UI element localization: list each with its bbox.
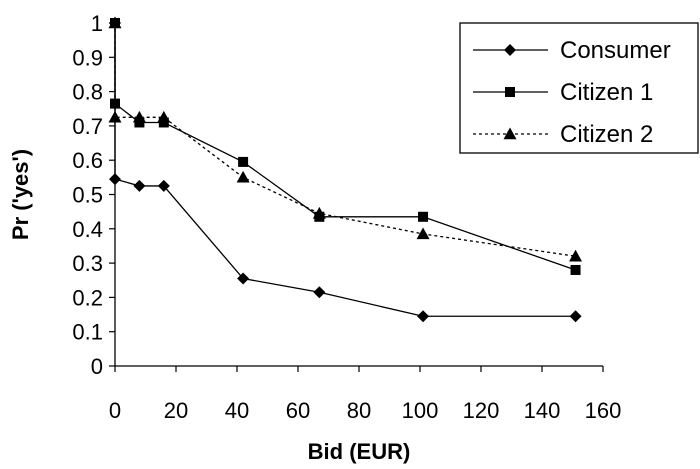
data-point-consumer [157,179,170,192]
x-tick-label: 60 [286,398,310,423]
y-tick-label: 0.5 [72,183,103,208]
data-point-citizen-2 [108,110,122,123]
y-tick-label: 0.8 [72,80,103,105]
series-line-citizen-2 [114,23,576,257]
x-tick-label: 80 [347,398,371,423]
data-point-citizen-1 [238,156,249,167]
legend-label-consumer: Consumer [560,37,671,64]
data-point-citizen-1 [570,264,581,275]
y-axis-title: Pr ('yes') [8,149,33,240]
chart-series [108,16,583,323]
y-tick-label: 0.3 [72,251,103,276]
x-tick-label: 40 [225,398,249,423]
x-tick-label: 20 [164,398,188,423]
legend-marker-citizen-2 [503,127,517,140]
legend-box [459,22,699,154]
y-tick-label: 0.2 [72,285,103,310]
data-point-consumer [237,272,250,285]
x-tick-label: 160 [585,398,622,423]
data-point-citizen-1 [418,211,429,222]
legend-label-citizen-1: Citizen 1 [560,79,653,106]
data-point-citizen-2 [569,249,583,262]
legend-label-citizen-2: Citizen 2 [560,121,653,148]
y-tick-label: 0 [91,354,103,379]
y-tick-label: 0.6 [72,148,103,173]
series-citizen-2 [108,16,583,262]
x-tick-label: 100 [402,398,439,423]
y-tick-label: 0.1 [72,320,103,345]
data-point-citizen-2 [312,206,326,219]
data-point-citizen-2 [236,170,250,183]
legend-marker-consumer [504,44,516,56]
data-point-consumer [133,179,146,192]
x-tick-label: 140 [524,398,561,423]
y-tick-label: 1 [91,11,103,36]
chart-legend: Consumer Citizen 1 Citizen 2 [459,22,699,154]
data-point-consumer [109,173,121,186]
x-tick-label: 120 [463,398,500,423]
data-point-citizen-2 [416,227,430,240]
data-point-consumer [417,310,430,323]
data-point-citizen-2 [157,110,171,123]
chart-axes: 0 0.1 0.2 0.3 0.4 0.5 0.6 0.7 0.8 0.9 1 0 20 40 60 80 10… [72,11,621,423]
x-tick-label: 0 [109,398,121,423]
x-axis-title: Bid (EUR) [308,439,411,464]
y-tick-label: 0.9 [72,45,103,70]
data-point-citizen-2 [108,16,122,29]
data-point-consumer [313,286,326,299]
y-tick-label: 0.7 [72,114,103,139]
legend-marker-citizen-1 [505,87,515,97]
data-point-consumer [569,310,582,323]
y-tick-label: 0.4 [72,217,103,242]
series-consumer [109,17,582,323]
data-point-citizen-2 [132,110,146,123]
